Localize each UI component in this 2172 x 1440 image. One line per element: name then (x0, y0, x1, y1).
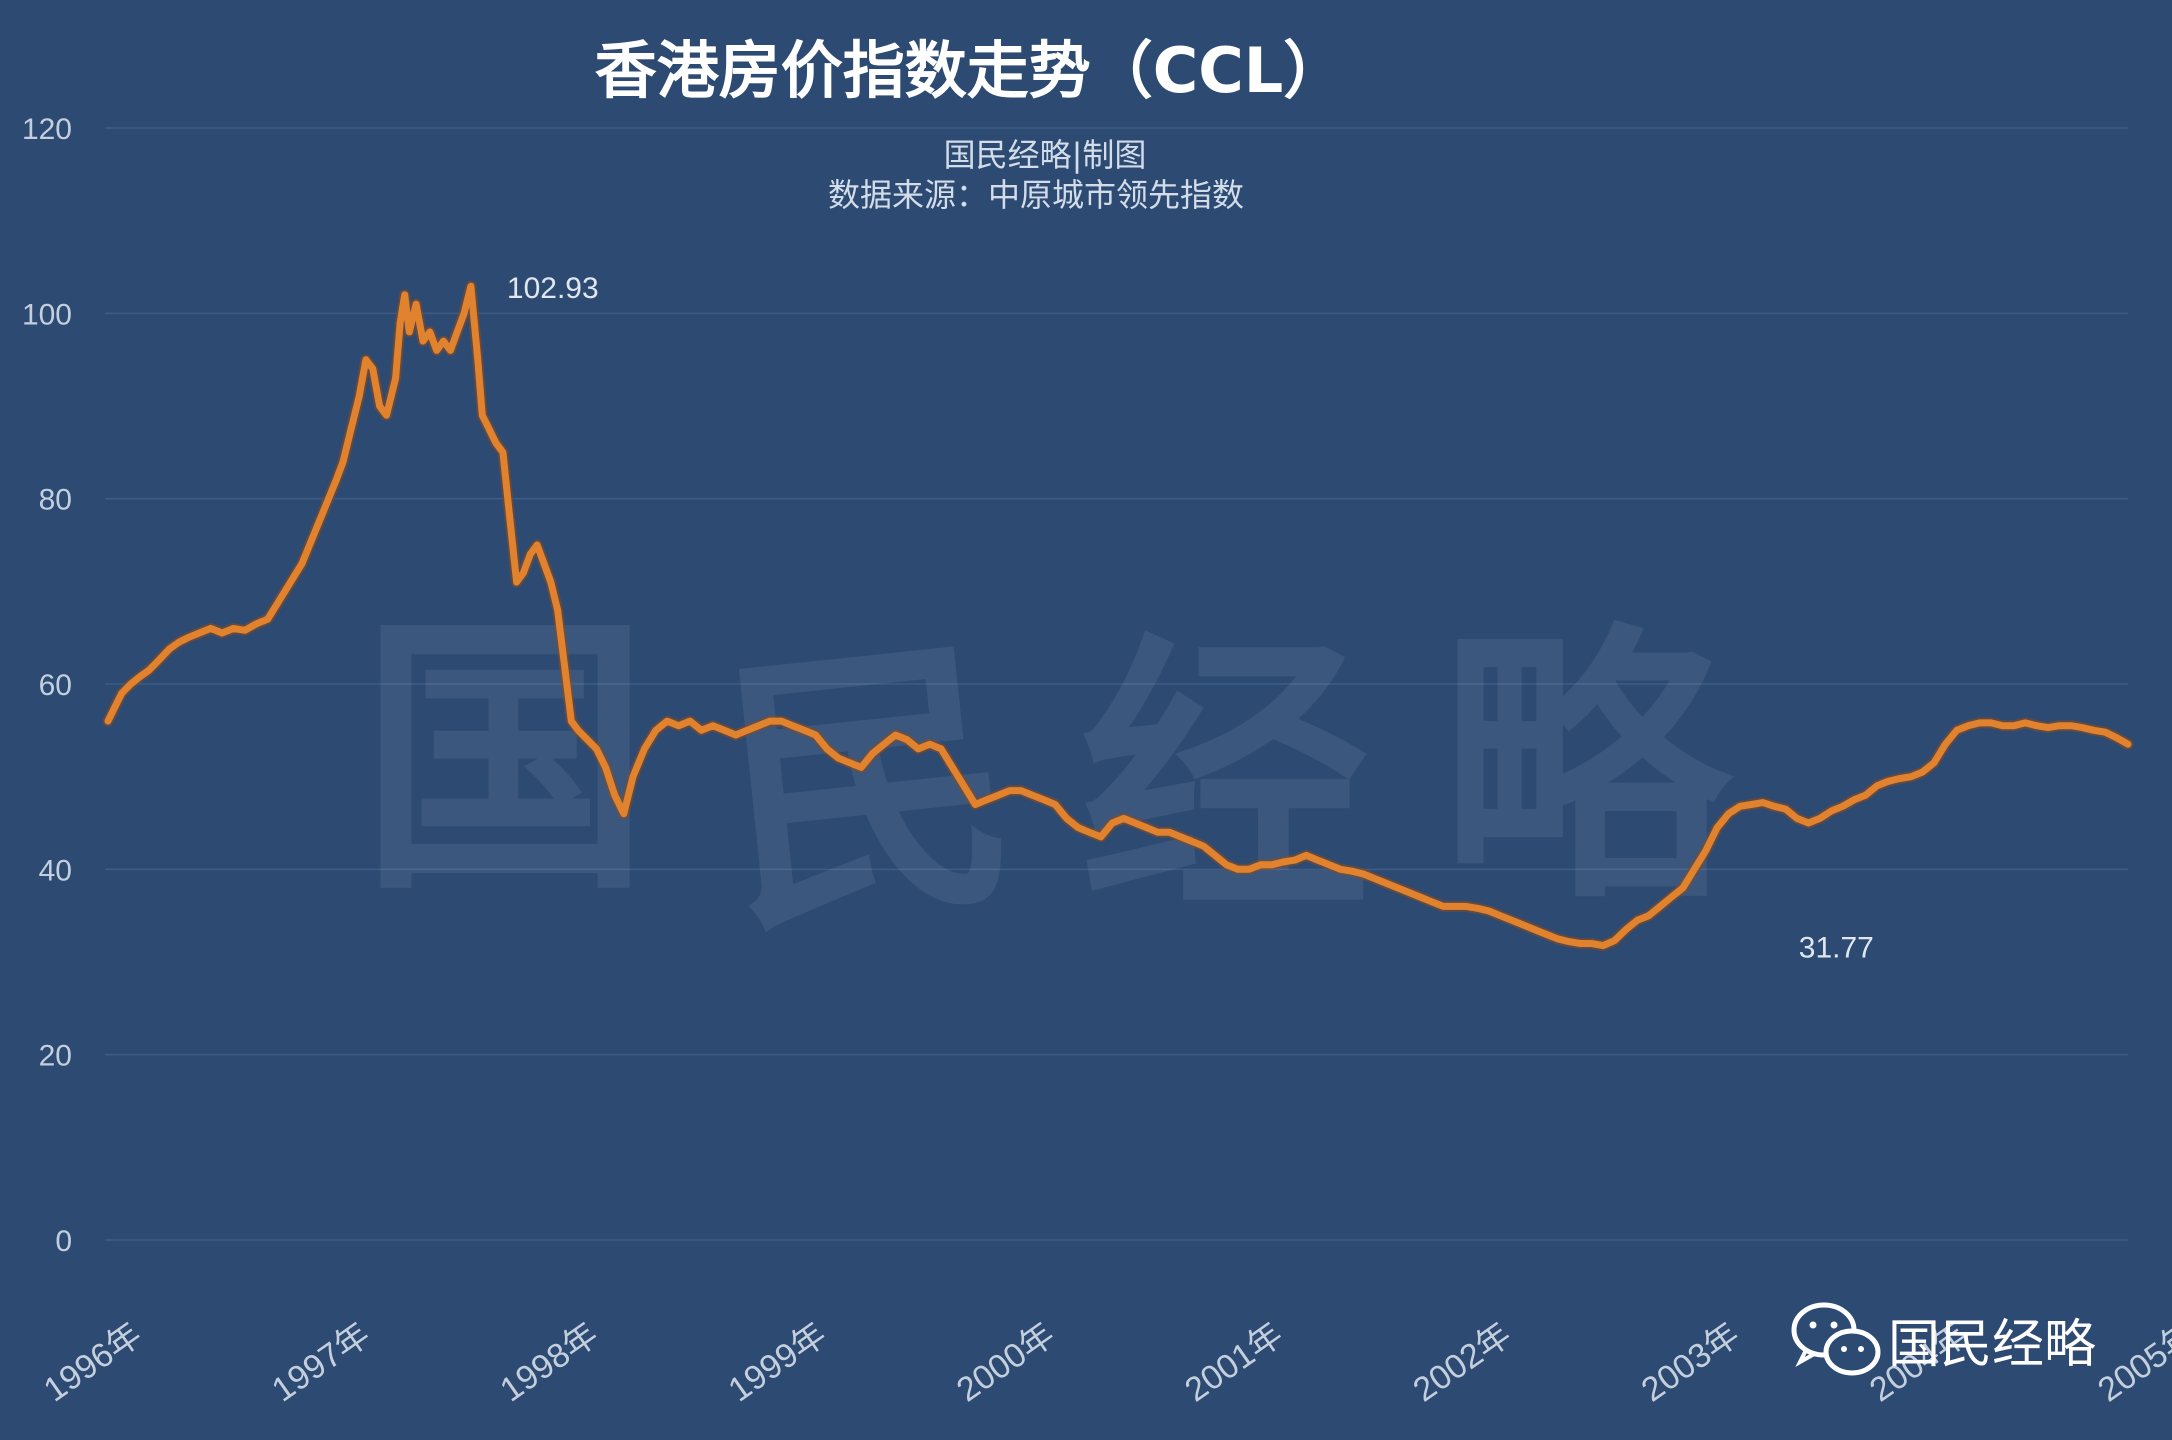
series-line (104, 282, 2132, 950)
y-tick-label: 60 (39, 669, 72, 702)
chart-source: 数据来源：中原城市领先指数 (828, 176, 1244, 214)
brand-mark: 国民经略 (1791, 1302, 2096, 1376)
y-tick-label: 40 (39, 854, 72, 887)
wechat-icon (1791, 1302, 1881, 1376)
y-axis: 0 20 40 60 80 100 120 (22, 113, 72, 1258)
data-label: 31.77 (1799, 932, 1874, 965)
watermark: 国 民 经 略 (360, 589, 1735, 973)
grid-lines (105, 127, 2128, 1241)
watermark-char: 经 (1080, 609, 1370, 949)
watermark-char: 略 (1440, 599, 1735, 939)
series (102, 280, 2134, 952)
y-tick-label: 80 (39, 484, 72, 517)
y-tick-label: 100 (22, 298, 72, 331)
chart-title: 香港房价指数走势（CCL） (595, 34, 1346, 107)
chart-subtitle: 国民经略|制图 (944, 136, 1147, 174)
data-label: 102.93 (507, 272, 599, 305)
y-tick-label: 0 (55, 1225, 72, 1258)
y-tick-label: 20 (39, 1040, 72, 1073)
brand-label: 国民经略 (1888, 1315, 2096, 1375)
y-tick-label: 120 (22, 113, 72, 146)
annotations: 102.93 31.77 (507, 272, 1874, 964)
watermark-char: 民 (706, 604, 1030, 972)
